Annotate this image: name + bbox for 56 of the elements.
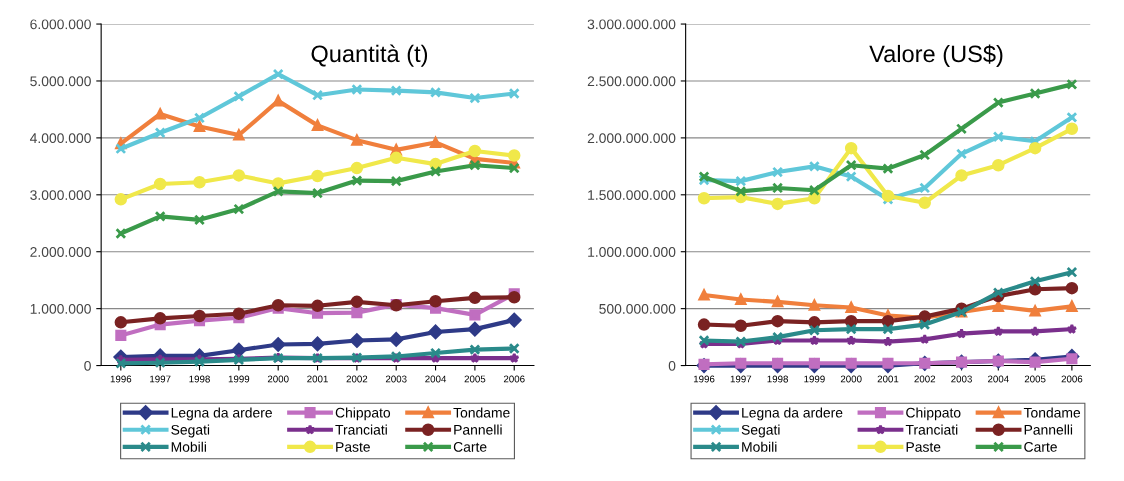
x-tick-label: 2001 — [307, 375, 328, 383]
text: Quantità (t) — [311, 44, 428, 67]
y-tick-label: 0 — [84, 360, 91, 371]
x-tick-label: 2002 — [914, 375, 936, 383]
x-tick-label: 2004 — [425, 375, 447, 383]
x-tick-label: 1999 — [804, 375, 825, 383]
legend-label: Pannelli — [1024, 424, 1073, 435]
legend-label: Tondame — [1023, 407, 1081, 418]
x-tick-label: 1998 — [189, 375, 210, 383]
legend-label: Carte — [453, 442, 487, 452]
x-tick-label: 2003 — [385, 375, 407, 383]
x-tick-label: 1996 — [693, 375, 715, 383]
legend-label: Segati — [171, 424, 210, 438]
x-tick-label: 2000 — [840, 375, 862, 383]
legend-label: Chippato — [335, 407, 391, 421]
y-tick-label: 1.500.000.000 — [588, 190, 676, 200]
x-tick-label: 1999 — [228, 375, 250, 383]
x-tick-label: 2000 — [267, 375, 289, 383]
x-tick-label: 1997 — [730, 375, 752, 383]
x-tick-label: 1996 — [110, 375, 132, 383]
text: Valore (US$) — [869, 44, 1003, 67]
y-tick-label: 6.000.000 — [30, 19, 91, 30]
y-tick-label: 2.000.000.000 — [587, 133, 676, 144]
x-tick-label: 2005 — [464, 375, 486, 383]
x-tick-label: 2006 — [1061, 375, 1083, 383]
y-tick-label: 2.000.000 — [30, 247, 91, 257]
y-tick-label: 3.000.000.000 — [587, 19, 676, 30]
y-tick-label: 500.000.000 — [599, 303, 676, 314]
x-tick-label: 2006 — [503, 375, 525, 383]
legend-label: Legna da ardere — [742, 407, 843, 421]
y-tick-label: 0 — [668, 360, 676, 371]
legend-label: Tranciati — [335, 424, 387, 435]
y-tick-label: 2.500.000.000 — [587, 76, 676, 87]
y-tick-label: 5.000.000 — [30, 76, 91, 87]
x-tick-label: 1998 — [767, 375, 788, 383]
legend-label: Chippato — [906, 407, 961, 421]
x-tick-label: 2004 — [987, 375, 1009, 383]
y-tick-label: 1.000.000.000 — [588, 247, 676, 257]
legend-label: Tondame — [453, 407, 510, 418]
x-tick-label: 2001 — [877, 375, 899, 383]
y-tick-label: 1.000.000 — [30, 303, 91, 314]
x-tick-label: 2002 — [346, 375, 368, 383]
legend-label: Carte — [1024, 442, 1057, 452]
x-tick-label: 1997 — [150, 375, 171, 383]
x-tick-label: 2003 — [951, 375, 972, 383]
legend-label: Paste — [336, 442, 370, 452]
legend-label: Legna da ardere — [171, 407, 272, 421]
legend-label: Mobili — [742, 441, 777, 452]
y-tick-label: 3.000.000 — [30, 190, 91, 200]
legend-label: Segati — [741, 424, 780, 438]
legend-label: Paste — [906, 442, 941, 452]
legend-label: Pannelli — [454, 424, 502, 435]
legend-label: Tranciati — [905, 424, 958, 435]
x-tick-label: 2005 — [1024, 375, 1046, 383]
y-tick-label: 4.000.000 — [29, 133, 91, 144]
legend-label: Mobili — [171, 441, 206, 452]
